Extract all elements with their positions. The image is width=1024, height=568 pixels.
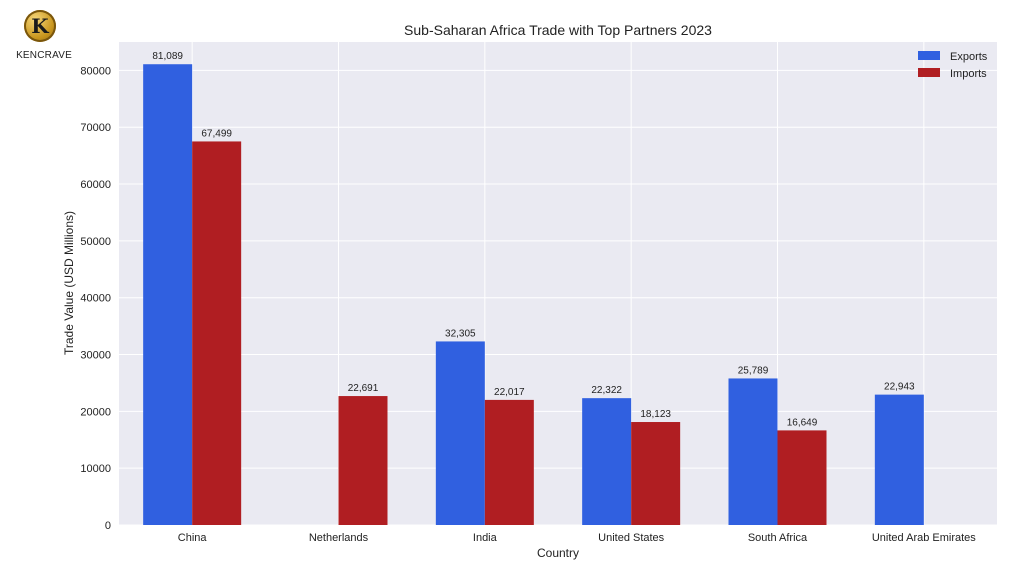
imports-bar — [631, 422, 681, 525]
x-tick-label: China — [178, 532, 208, 544]
imports-value-label: 22,017 — [494, 387, 525, 398]
x-tick-label: United States — [598, 532, 665, 544]
x-tick-label: United Arab Emirates — [872, 532, 976, 544]
exports-bar — [874, 394, 924, 525]
imports-value-label: 67,499 — [201, 128, 232, 139]
y-tick-label: 80000 — [80, 65, 111, 77]
x-tick-label: Netherlands — [309, 532, 369, 544]
imports-bar — [338, 396, 388, 525]
exports-value-label: 22,322 — [591, 385, 622, 396]
imports-bar — [192, 141, 242, 526]
imports-value-label: 18,123 — [640, 409, 671, 420]
logo-badge: K — [24, 10, 56, 42]
y-axis-title: Trade Value (USD Millions) — [62, 211, 76, 355]
exports-value-label: 32,305 — [445, 328, 476, 339]
imports-bar — [484, 399, 534, 525]
legend-swatch — [918, 68, 940, 77]
y-tick-label: 70000 — [80, 122, 111, 134]
legend: Exports Imports — [918, 51, 988, 80]
exports-value-label: 25,789 — [738, 365, 769, 376]
y-tick-label: 10000 — [80, 463, 111, 475]
imports-bar — [777, 430, 827, 525]
exports-bar — [143, 64, 193, 525]
imports-value-label: 16,649 — [787, 417, 818, 428]
exports-value-label: 22,943 — [884, 382, 915, 393]
x-tick-label: South Africa — [748, 532, 808, 544]
chart-title: Sub-Saharan Africa Trade with Top Partne… — [404, 22, 712, 38]
y-tick-label: 20000 — [80, 406, 111, 418]
exports-value-label: 81,089 — [152, 51, 183, 62]
data-labels: 81,089 32,305 22,322 25,789 22,943 67,499 22,6… — [152, 51, 915, 428]
legend-label: Exports — [950, 51, 988, 63]
y-tick-label: 0 — [105, 520, 111, 532]
y-axis-ticks: 0 10000 20000 30000 40000 50000 60000 70000 8000… — [80, 65, 111, 532]
bars — [143, 64, 924, 526]
grid-lines — [119, 42, 997, 526]
x-axis-ticks: China Netherlands India United States South … — [178, 532, 977, 544]
logo-brand-text: KENCRAVE — [16, 50, 72, 61]
kencrave-logo: K KENCRAVE — [14, 10, 74, 66]
y-tick-label: 60000 — [80, 179, 111, 191]
y-tick-label: 50000 — [80, 236, 111, 248]
x-tick-label: India — [473, 532, 498, 544]
exports-bar — [435, 341, 485, 525]
y-tick-label: 40000 — [80, 293, 111, 305]
imports-value-label: 22,691 — [348, 383, 379, 394]
x-axis-title: Country — [537, 546, 579, 560]
legend-swatch — [918, 51, 940, 60]
legend-label: Imports — [950, 68, 987, 80]
exports-bar — [728, 378, 778, 525]
exports-bar — [582, 398, 632, 525]
plot-area — [119, 42, 997, 525]
logo-letter: K — [31, 14, 49, 38]
y-tick-label: 30000 — [80, 350, 111, 362]
